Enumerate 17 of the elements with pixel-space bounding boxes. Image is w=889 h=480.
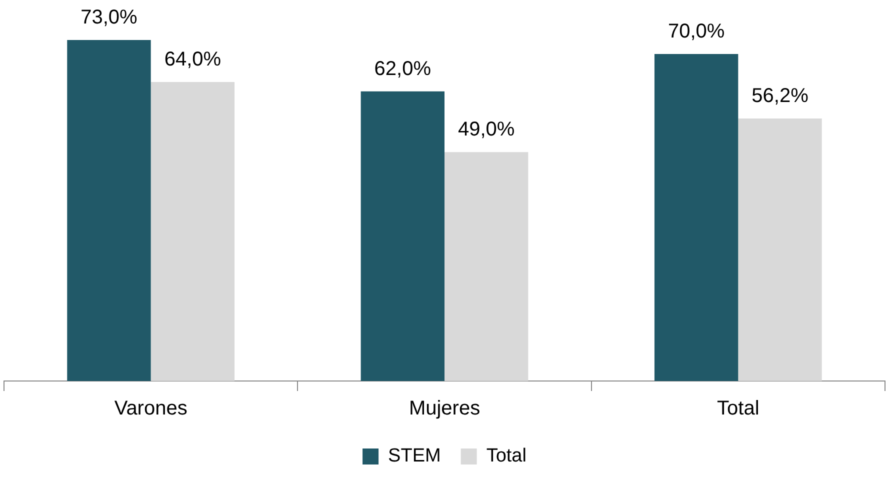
bar	[67, 40, 151, 381]
bar	[360, 91, 444, 381]
legend-label: Total	[486, 446, 526, 467]
x-tick-label: Total	[717, 398, 760, 420]
x-tick-label: Mujeres	[408, 398, 480, 420]
data-label: 70,0%	[668, 20, 725, 43]
bar	[444, 152, 528, 381]
bar	[654, 54, 738, 381]
bar	[150, 82, 235, 381]
data-label: 64,0%	[164, 48, 222, 71]
data-label: 49,0%	[458, 118, 515, 141]
x-tick-label: Varones	[114, 398, 188, 420]
data-label: 56,2%	[752, 84, 809, 107]
data-label: 62,0%	[374, 58, 432, 80]
data-label: 73,0%	[80, 6, 138, 29]
bar	[738, 118, 822, 381]
legend-label: STEM	[388, 446, 441, 467]
